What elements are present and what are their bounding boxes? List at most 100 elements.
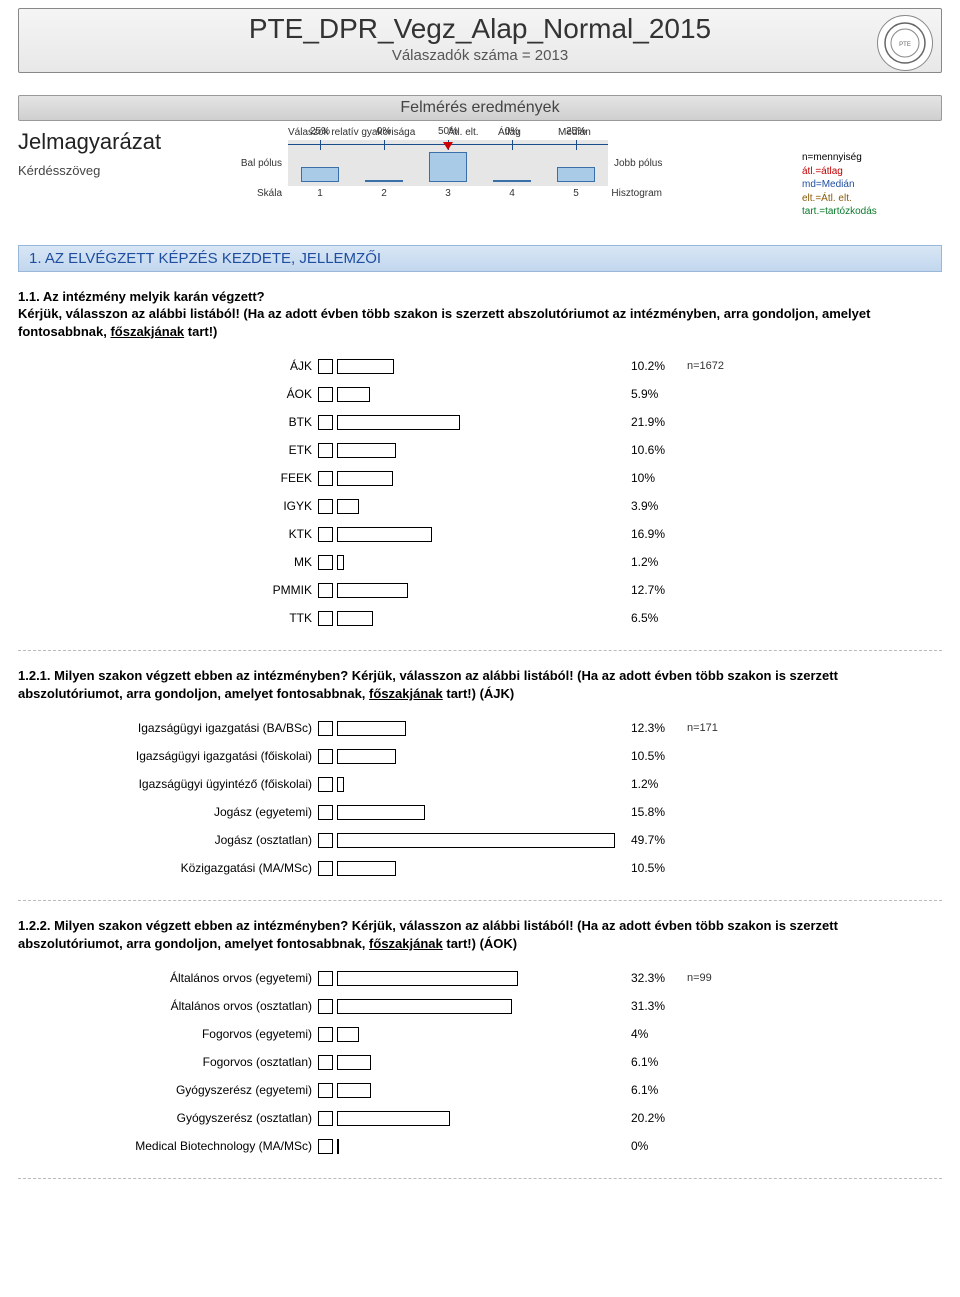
q11-text-c: tart!)	[184, 324, 217, 339]
checkbox-icon	[318, 805, 333, 820]
bar-area	[337, 1111, 617, 1126]
bar-area	[337, 555, 617, 570]
checkbox-icon	[318, 387, 333, 402]
bar-label: Igazságügyi igazgatási (BA/BSc)	[18, 721, 318, 735]
bar-fill	[337, 861, 396, 876]
bar-label: ETK	[18, 443, 318, 457]
bar-pct: 15.8%	[617, 805, 687, 819]
checkbox-icon	[318, 1139, 333, 1154]
bar-row: FEEK10%	[18, 464, 942, 492]
bar-fill	[337, 1027, 359, 1042]
legend-pct-label: 0%	[377, 126, 391, 137]
bars-q122: Általános orvos (egyetemi) 32.3%n=99Által…	[18, 964, 942, 1160]
bar-pct: 6.1%	[617, 1083, 687, 1097]
bar-pct: 10.2%	[617, 359, 687, 373]
separator	[18, 1178, 942, 1179]
bar-area	[337, 527, 617, 542]
bar-fill	[337, 749, 396, 764]
separator	[18, 650, 942, 651]
bar-pct: 10%	[617, 471, 687, 485]
bar-fill	[337, 721, 406, 736]
bar-label: Jogász (egyetemi)	[18, 805, 318, 819]
bar-area	[337, 861, 617, 876]
bar-label: IGYK	[18, 499, 318, 513]
bar-label: Fogorvos (osztatlan)	[18, 1055, 318, 1069]
bar-fill	[337, 833, 615, 848]
checkbox-icon	[318, 527, 333, 542]
bar-row: TTK 6.5%	[18, 604, 942, 632]
bar-label: Általános orvos (egyetemi)	[18, 971, 318, 985]
section-1-title: 1. AZ ELVÉGZETT KÉPZÉS KEZDETE, JELLEMZŐ…	[18, 245, 942, 272]
legend-scale-numbers: 12345	[288, 188, 608, 199]
legend-histo-label: Hisztogram	[611, 188, 802, 199]
bar-fill	[337, 555, 344, 570]
bar-pct: 32.3%	[617, 971, 687, 985]
legend-bar	[301, 167, 339, 182]
bar-area	[337, 749, 617, 764]
bar-label: ÁJK	[18, 359, 318, 373]
bar-pct: 21.9%	[617, 415, 687, 429]
bar-pct: 0%	[617, 1139, 687, 1153]
legend-block: Jelmagyarázat Kérdésszöveg Válaszok rela…	[18, 127, 942, 219]
checkbox-icon	[318, 999, 333, 1014]
legend-note-atl: átl.=átlag	[802, 165, 942, 179]
bar-row: Igazságügyi igazgatási (főiskolai)10.5%	[18, 742, 942, 770]
legend-center: Válaszok relatív gyakorisága Átl. elt. Á…	[228, 127, 802, 219]
bar-row: Általános orvos (egyetemi) 32.3%n=99	[18, 964, 942, 992]
bar-fill	[337, 777, 344, 792]
bar-row: ETK 10.6%	[18, 436, 942, 464]
checkbox-icon	[318, 833, 333, 848]
bar-area	[337, 443, 617, 458]
bar-label: Közigazgatási (MA/MSc)	[18, 861, 318, 875]
bar-pct: 6.5%	[617, 611, 687, 625]
bar-fill	[337, 471, 393, 486]
bar-area	[337, 471, 617, 486]
bar-area	[337, 415, 617, 430]
bar-pct: 12.7%	[617, 583, 687, 597]
bar-pct: 16.9%	[617, 527, 687, 541]
bar-label: TTK	[18, 611, 318, 625]
bar-area	[337, 499, 617, 514]
bar-label: Gyógyszerész (egyetemi)	[18, 1083, 318, 1097]
bar-label: Jogász (osztatlan)	[18, 833, 318, 847]
bar-label: Igazságügyi ügyintéző (főiskolai)	[18, 777, 318, 791]
legend-bar	[429, 152, 467, 182]
legend-note-tart: tart.=tartózkodás	[802, 205, 942, 219]
report-header: PTE_DPR_Vegz_Alap_Normal_2015 Válaszadók…	[18, 8, 942, 73]
legend-left-pole: Bal pólus	[228, 158, 288, 169]
bar-row: IGYK3.9%	[18, 492, 942, 520]
bar-label: MK	[18, 555, 318, 569]
legend-bar	[557, 167, 595, 182]
checkbox-icon	[318, 499, 333, 514]
bar-pct: 4%	[617, 1027, 687, 1041]
bar-row: Gyógyszerész (osztatlan)20.2%	[18, 1104, 942, 1132]
bar-fill	[337, 499, 359, 514]
checkbox-icon	[318, 777, 333, 792]
q122-text-c: tart!) (ÁOK)	[443, 936, 517, 951]
legend-scale-num: 5	[573, 188, 579, 199]
q11-underline: főszakjának	[110, 324, 184, 339]
bar-fill	[337, 359, 394, 374]
checkbox-icon	[318, 861, 333, 876]
legend-left: Jelmagyarázat Kérdésszöveg	[18, 127, 228, 219]
bar-pct: 10.5%	[617, 749, 687, 763]
bar-note: n=171	[687, 722, 942, 734]
bar-pct: 49.7%	[617, 833, 687, 847]
bar-area	[337, 387, 617, 402]
bar-label: PMMIK	[18, 583, 318, 597]
bar-pct: 10.6%	[617, 443, 687, 457]
question-1-1: 1.1. Az intézmény melyik karán végzett? …	[18, 288, 942, 341]
legend-histogram: 25%0%50%0%25%	[288, 140, 608, 186]
bar-label: Gyógyszerész (osztatlan)	[18, 1111, 318, 1125]
bar-row: Fogorvos (osztatlan)6.1%	[18, 1048, 942, 1076]
legend-note-n: n=mennyiség	[802, 151, 942, 165]
bar-fill	[337, 527, 432, 542]
bar-pct: 12.3%	[617, 721, 687, 735]
bar-row: ÁOK5.9%	[18, 380, 942, 408]
university-seal-icon: PTE	[877, 15, 933, 71]
legend-scale-num: 3	[445, 188, 451, 199]
checkbox-icon	[318, 1083, 333, 1098]
bar-row: MK1.2%	[18, 548, 942, 576]
bar-note: n=99	[687, 972, 942, 984]
question-1-2-1: 1.2.1. Milyen szakon végzett ebben az in…	[18, 667, 942, 702]
